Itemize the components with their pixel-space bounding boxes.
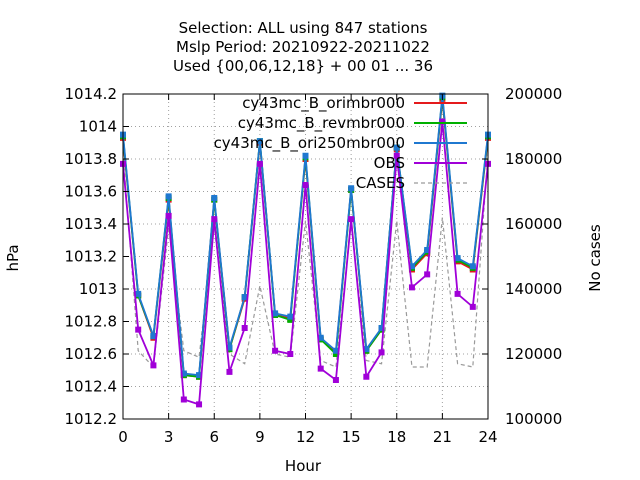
x-tick-label: 0 (118, 428, 128, 446)
data-point-cy43mc-b-ori250mbr000 (150, 333, 157, 340)
y-tick-label: 1013.8 (65, 150, 118, 168)
x-tick-label: 12 (296, 428, 315, 446)
title-line-3: Used {00,06,12,18} + 00 01 ... 36 (173, 57, 433, 75)
series-cases (122, 152, 489, 369)
y-axis-label: hPa (4, 244, 22, 271)
data-point-cy43mc-b-revmbr000 (332, 351, 339, 357)
data-point-obs (302, 182, 309, 188)
x-tick-label: 3 (164, 428, 174, 446)
data-point-obs (408, 284, 415, 291)
data-point-cy43mc-b-ori250mbr000 (393, 144, 400, 151)
data-point-cy43mc-b-ori250mbr000 (211, 195, 218, 201)
data-point-obs (363, 373, 370, 380)
y-tick-label: 1012.6 (65, 345, 118, 363)
data-point-cy43mc-b-revmbr000 (287, 316, 294, 323)
data-point-obs (165, 212, 172, 219)
data-point-cy43mc-b-ori250mbr000 (256, 138, 263, 145)
data-point-obs (287, 351, 294, 357)
data-point-cy43mc-b-ori250mbr000 (196, 372, 203, 379)
series-line-cases (122, 152, 489, 369)
legend-label: cy43mc_B_revmbr000 (238, 114, 405, 133)
x-tick-label: 9 (255, 428, 265, 446)
x-tick-label: 18 (387, 428, 406, 446)
data-point-cy43mc-b-ori250mbr000 (408, 263, 415, 270)
data-point-cy43mc-b-ori250mbr000 (180, 370, 187, 377)
legend-label: CASES (356, 174, 405, 192)
data-point-obs (180, 396, 187, 403)
y2-tick-label: 160000 (505, 215, 562, 233)
title-line-2: Mslp Period: 20210922-20211022 (176, 38, 430, 56)
data-point-cy43mc-b-ori250mbr000 (363, 346, 370, 353)
legend-label: OBS (374, 154, 405, 172)
x-tick-label: 6 (209, 428, 219, 446)
y-tick-label: 1013 (79, 280, 117, 298)
axis-ticks: 0 3 6 9 12 15 18 21 24 1012.2 1012.4 1012.6 1012.8 10… (65, 85, 563, 446)
series-group (120, 92, 491, 408)
y2-tick-label: 120000 (505, 345, 562, 363)
y2-tick-label: 140000 (505, 280, 562, 298)
y2-tick-label: 200000 (505, 85, 562, 103)
data-point-obs (348, 216, 355, 223)
x-tick-label: 24 (478, 428, 497, 446)
y2-axis-label: No cases (586, 224, 604, 292)
data-point-obs (317, 365, 324, 372)
data-point-cy43mc-b-ori250mbr000 (135, 290, 142, 297)
data-point-obs (272, 347, 279, 354)
data-point-cy43mc-b-ori250mbr000 (226, 344, 233, 351)
data-point-obs (332, 377, 339, 383)
title-line-1: Selection: ALL using 847 stations (179, 19, 428, 37)
grid (123, 94, 488, 419)
legend: cy43mc_B_orimbr000cy43mc_B_revmbr000cy43… (214, 94, 467, 192)
legend-label: cy43mc_B_ori250mbr000 (214, 134, 405, 153)
data-point-cy43mc-b-ori250mbr000 (272, 310, 279, 317)
data-point-cy43mc-b-ori250mbr000 (469, 263, 476, 270)
data-point-obs (241, 325, 248, 331)
data-point-cy43mc-b-ori250mbr000 (302, 152, 309, 159)
data-point-obs (393, 152, 400, 159)
y-tick-label: 1013.2 (65, 248, 118, 266)
data-point-obs (196, 401, 203, 408)
y-tick-label: 1012.4 (65, 378, 118, 396)
data-point-obs (439, 118, 446, 125)
data-point-obs (226, 368, 233, 375)
y-tick-label: 1014 (79, 118, 117, 136)
data-point-obs (378, 349, 385, 356)
y-tick-label: 1013.4 (65, 215, 118, 233)
data-point-obs (256, 160, 263, 167)
data-point-obs (424, 271, 431, 278)
data-point-cy43mc-b-ori250mbr000 (348, 185, 355, 192)
y-tick-label: 1012.2 (65, 410, 118, 428)
data-point-cy43mc-b-ori250mbr000 (287, 313, 294, 320)
x-tick-label: 15 (342, 428, 361, 446)
data-point-obs (135, 326, 142, 333)
data-point-cy43mc-b-ori250mbr000 (378, 325, 385, 331)
x-tick-label: 21 (433, 428, 452, 446)
x-axis-label: Hour (285, 457, 322, 475)
data-point-cy43mc-b-ori250mbr000 (454, 255, 461, 262)
data-point-cy43mc-b-ori250mbr000 (165, 193, 172, 200)
data-point-cy43mc-b-ori250mbr000 (332, 347, 339, 354)
chart-title: Selection: ALL using 847 stations Mslp P… (173, 19, 433, 75)
data-point-obs (150, 362, 157, 369)
data-point-cy43mc-b-ori250mbr000 (424, 247, 431, 253)
y-tick-label: 1013.6 (65, 183, 118, 201)
data-point-obs (469, 303, 476, 310)
data-point-cy43mc-b-ori250mbr000 (241, 294, 248, 301)
legend-label: cy43mc_B_orimbr000 (242, 94, 405, 113)
y-tick-label: 1012.8 (65, 313, 118, 331)
data-point-obs (454, 290, 461, 297)
y2-tick-label: 100000 (505, 410, 562, 428)
data-point-cy43mc-b-ori250mbr000 (317, 334, 324, 341)
y2-tick-label: 180000 (505, 150, 562, 168)
y-tick-label: 1014.2 (65, 85, 118, 103)
data-point-obs (211, 216, 218, 223)
